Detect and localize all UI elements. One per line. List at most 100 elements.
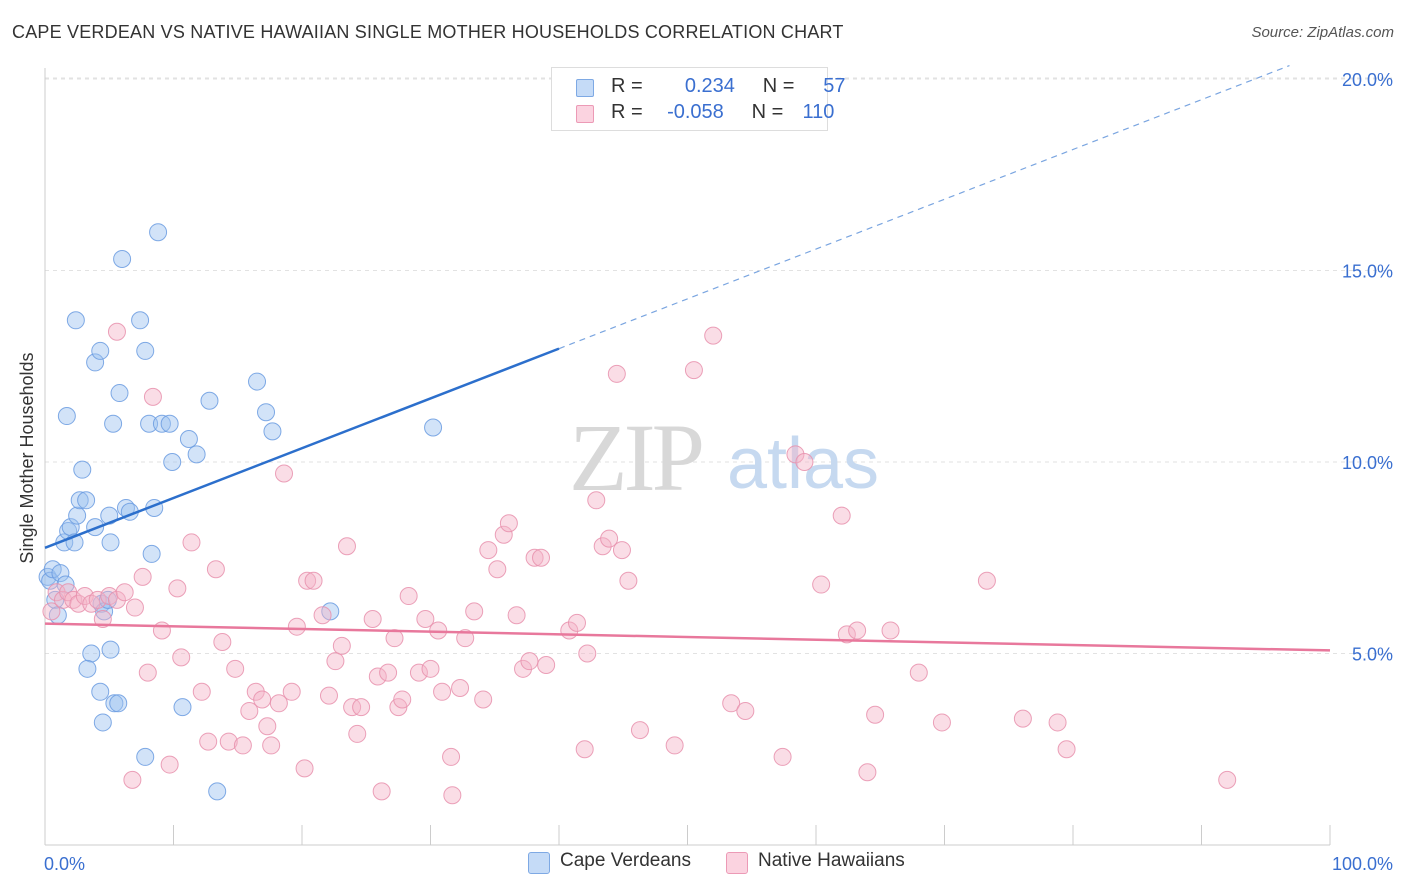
native-hawaiian-point xyxy=(199,732,218,751)
native-hawaiian-point xyxy=(275,464,294,483)
native-hawaiian-point xyxy=(619,571,638,590)
native-hawaiian-point xyxy=(337,537,356,556)
native-hawaiian-point xyxy=(977,571,996,590)
native-hawaiian-point xyxy=(107,590,126,609)
cape-verdean-point xyxy=(152,414,171,433)
chart-title: CAPE VERDEAN VS NATIVE HAWAIIAN SINGLE M… xyxy=(12,22,844,42)
native-hawaiian-point xyxy=(488,560,507,579)
cape-verdean-point xyxy=(82,644,101,663)
native-hawaiian-point xyxy=(152,621,171,640)
native-hawaiian-point xyxy=(352,698,371,717)
cape-verdean-point xyxy=(101,640,120,659)
legend-r-label: R = xyxy=(611,75,643,97)
cape-verdean-point xyxy=(41,571,60,590)
native-hawaiian-point xyxy=(443,786,462,805)
native-hawaiian-point xyxy=(932,713,951,732)
native-hawaiian-point xyxy=(575,740,594,759)
native-hawaiian-point xyxy=(319,686,338,705)
native-hawaiian-point xyxy=(537,655,556,674)
native-hawaiian-point xyxy=(363,610,382,629)
native-hawaiian-point xyxy=(123,770,142,789)
native-hawaiian-point xyxy=(226,659,245,678)
native-hawaiian-point xyxy=(520,652,539,671)
native-hawaiian-point xyxy=(587,491,606,510)
native-hawaiian-point xyxy=(332,636,351,655)
legend-n-value: 57 xyxy=(823,75,846,97)
native-hawaiian-point xyxy=(786,445,805,464)
native-hawaiian-point xyxy=(848,621,867,640)
native-hawaiian-point xyxy=(474,690,493,709)
legend-n-value: 110 xyxy=(802,101,835,123)
cape-verdean-point xyxy=(66,311,85,330)
native-hawaiian-point xyxy=(722,694,741,713)
native-hawaiian-point xyxy=(704,326,723,345)
native-hawaiian-point xyxy=(736,701,755,720)
native-hawaiian-point xyxy=(525,548,544,567)
native-hawaiian-point xyxy=(812,575,831,594)
y-tick-label: 10.0% xyxy=(1342,453,1393,473)
native-hawaiian-point xyxy=(182,533,201,552)
native-hawaiian-point xyxy=(479,541,498,560)
native-hawaiian-point xyxy=(1013,709,1032,728)
legend-swatch-blue xyxy=(528,852,550,874)
cape-verdean-point xyxy=(61,518,80,537)
cape-verdean-point xyxy=(263,422,282,441)
native-hawaiian-point xyxy=(593,537,612,556)
native-hawaiian-point xyxy=(160,755,179,774)
cape-verdean-point xyxy=(173,698,192,717)
cape-verdean-point xyxy=(91,341,110,360)
y-axis-label: Single Mother Households xyxy=(17,352,37,563)
cape-verdean-point xyxy=(142,544,161,563)
legend-r-label: R = xyxy=(611,101,643,123)
native-hawaiian-point xyxy=(348,724,367,743)
native-hawaiian-point xyxy=(206,560,225,579)
native-hawaiian-point xyxy=(612,541,631,560)
watermark: ZIP atlas xyxy=(569,404,879,511)
native-hawaiian-point xyxy=(326,652,345,671)
cape-verdean-point xyxy=(93,713,112,732)
legend-swatch-pink xyxy=(726,852,748,874)
legend-n-label: N = xyxy=(751,101,784,123)
native-hawaiian-point xyxy=(133,567,152,586)
native-hawaiian-point xyxy=(494,525,513,544)
stats-legend: R = 0.234 N = 57 R = -0.058 N = 110 xyxy=(551,67,846,131)
cape-verdean-point xyxy=(73,460,92,479)
watermark-zip: ZIP xyxy=(569,404,702,511)
cape-verdean-point xyxy=(149,223,168,242)
native-hawaiian-point xyxy=(514,659,533,678)
axes xyxy=(44,68,1331,846)
y-tick-label: 15.0% xyxy=(1342,262,1393,282)
native-hawaiian-point xyxy=(465,602,484,621)
cape-verdean-point xyxy=(248,372,267,391)
native-hawaiian-point xyxy=(233,736,252,755)
cape-verdean-point xyxy=(187,445,206,464)
native-hawaiian-point xyxy=(379,663,398,682)
cape-verdean-point xyxy=(179,430,198,449)
cape-verdean-point xyxy=(105,694,124,713)
native-hawaiian-point xyxy=(372,782,391,801)
native-hawaiian-point xyxy=(262,736,281,755)
cape-verdean-point xyxy=(68,506,87,525)
cape-verdean-point xyxy=(78,659,97,678)
native-hawaiian-point xyxy=(665,736,684,755)
gridlines xyxy=(45,77,1392,654)
cape-verdean-point xyxy=(208,782,227,801)
native-hawaiian-point xyxy=(368,667,387,686)
cape-verdean-point xyxy=(113,250,132,269)
cape-verdean-point xyxy=(140,414,159,433)
native-hawaiian-point xyxy=(219,732,238,751)
cape-verdean-point xyxy=(101,533,120,552)
cape-verdean-point xyxy=(136,341,155,360)
native-hawaiian-point xyxy=(107,322,126,341)
native-hawaiian-point xyxy=(172,648,191,667)
native-hawaiian-point xyxy=(795,453,814,471)
native-hawaiian-point xyxy=(442,747,461,766)
native-hawaiian-point xyxy=(909,663,928,682)
cape-verdean-trend-extension xyxy=(558,65,1290,350)
legend-n-label: N = xyxy=(762,75,795,97)
native-hawaiian-point xyxy=(684,361,703,380)
native-hawaiian-point xyxy=(253,690,272,709)
native-hawaiian-point xyxy=(93,610,112,629)
native-hawaiian-point xyxy=(1048,713,1067,732)
